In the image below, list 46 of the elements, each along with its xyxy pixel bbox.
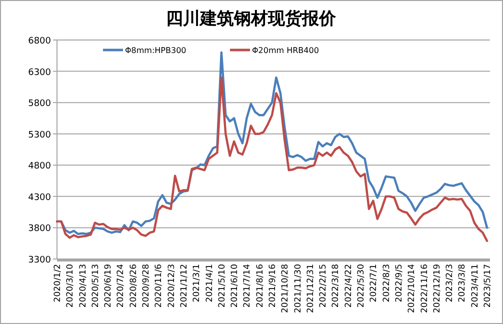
x-tick-label: 2020/1/2 — [53, 264, 63, 302]
x-tick-label: 2020/11/6 — [154, 264, 164, 308]
y-tick-label: 5800 — [28, 99, 52, 110]
x-tick-label: 2022/5/30 — [356, 264, 367, 308]
x-tick-label: 2022/11/16 — [420, 264, 430, 313]
x-tick-label: 2020/7/24 — [116, 264, 126, 308]
x-tick-label: 2021/8/16 — [255, 264, 266, 308]
x-tick-label: 2021/5/10 — [217, 264, 228, 308]
x-tick-label: 2020/5/13 — [90, 264, 101, 308]
x-tick-label: 2022/3/18 — [331, 264, 342, 308]
x-tick-label: 2020/12/3 — [166, 264, 177, 308]
legend-label: Φ8mm:HPB300 — [125, 46, 186, 55]
x-tick-label: 2022/10/14 — [407, 264, 418, 313]
x-tick-label: 2020/6/19 — [104, 264, 114, 308]
y-tick-label: 4800 — [28, 162, 52, 172]
x-tick-label: 2023/2/3 — [445, 264, 456, 302]
x-tick-label: 2022/2/15 — [318, 264, 329, 308]
x-tick-label: 2021/9/16 — [268, 264, 278, 308]
x-tick-label: 2021/10/28 — [280, 264, 291, 313]
x-tick-label: 2023/5/17 — [483, 264, 493, 308]
x-tick-label: 2021/3/1 — [192, 264, 202, 302]
x-tick-label: 2021/4/1 — [204, 264, 215, 302]
x-tick-label: 2021/1/12 — [179, 264, 190, 308]
x-tick-label: 2023/3/8 — [458, 264, 468, 302]
x-tick-label: 2022/4/22 — [344, 264, 354, 308]
x-tick-label: 2020/4/13 — [78, 264, 88, 308]
x-tick-label: 2020/3/10 — [66, 264, 76, 308]
y-tick-label: 3300 — [28, 256, 52, 266]
y-tick-label: 4300 — [28, 192, 52, 203]
y-tick-label: 6300 — [28, 68, 52, 78]
y-tick-label: 5300 — [28, 130, 52, 140]
y-tick-label: 6800 — [28, 36, 52, 46]
x-tick-label: 2021/11/30 — [293, 264, 304, 313]
x-tick-label: 2021/7/14 — [242, 264, 253, 308]
legend-label: Φ20mm HRB400 — [252, 46, 319, 55]
x-tick-label: 2020/9/28 — [142, 264, 152, 308]
x-tick-label: 2022/7/1 — [369, 264, 380, 302]
x-tick-label: 2023/4/11 — [470, 264, 480, 308]
y-tick-label: 3800 — [28, 224, 52, 234]
x-tick-label: 2022/9/5 — [394, 264, 404, 302]
x-tick-label: 2022/8/3 — [382, 264, 392, 302]
x-tick-label: 2020/8/26 — [128, 264, 139, 308]
chart-title: 四川建筑钢材现货报价 — [166, 9, 337, 28]
x-tick-label: 2021/6/10 — [230, 264, 240, 308]
x-tick-label: 2021/12/31 — [306, 264, 316, 313]
x-tick-label: 2022/12/19 — [432, 264, 442, 313]
